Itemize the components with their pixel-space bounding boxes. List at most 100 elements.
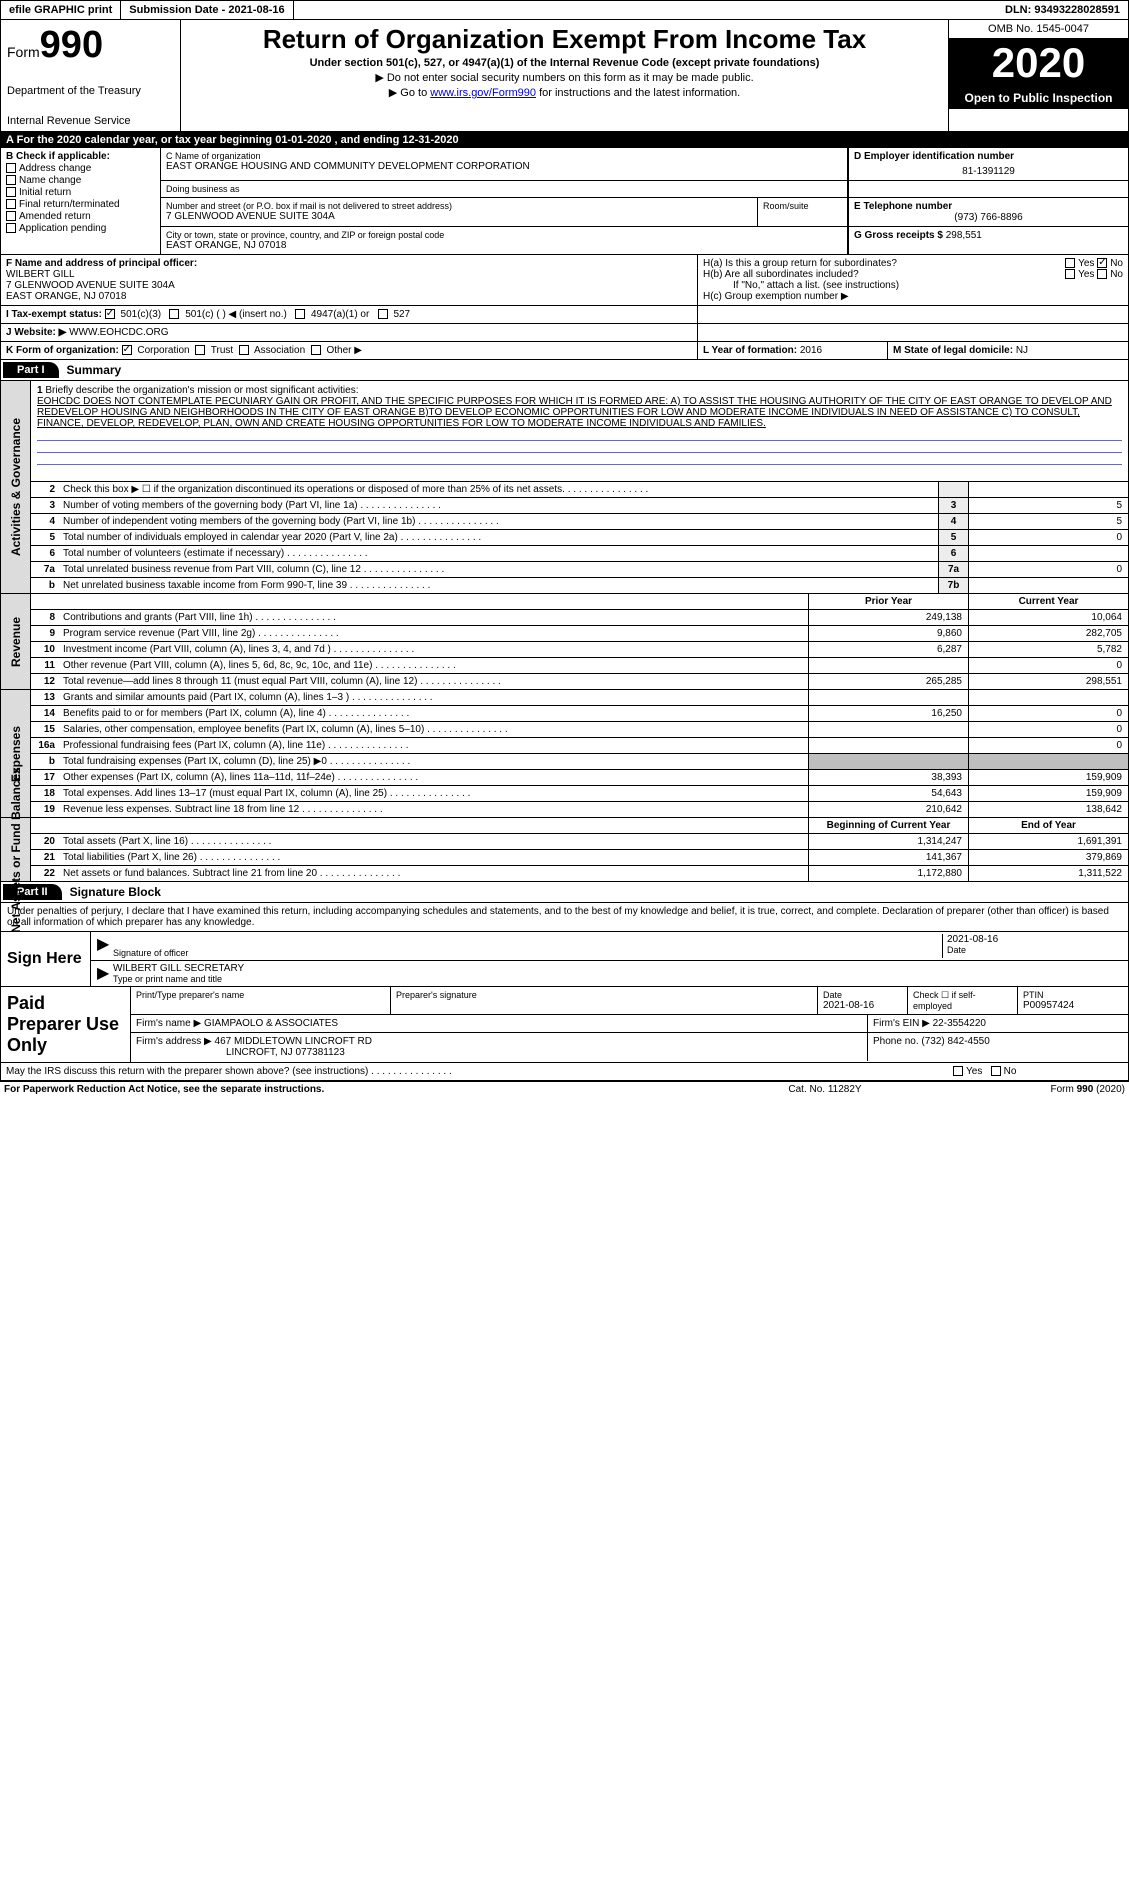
row-num: 22 — [31, 866, 59, 881]
fin-row: 14 Benefits paid to or for members (Part… — [31, 706, 1128, 722]
officer-label: F Name and address of principal officer: — [6, 258, 692, 269]
row-num: 6 — [31, 546, 59, 561]
chk-501c[interactable] — [169, 309, 179, 319]
row-label: Salaries, other compensation, employee b… — [59, 722, 808, 737]
prior-value: 1,314,247 — [808, 834, 968, 849]
prior-value: 265,285 — [808, 674, 968, 689]
org-name: EAST ORANGE HOUSING AND COMMUNITY DEVELO… — [166, 161, 842, 172]
irs-link[interactable]: www.irs.gov/Form990 — [430, 87, 536, 99]
row-label: Benefits paid to or for members (Part IX… — [59, 706, 808, 721]
submission-date-cell: Submission Date - 2021-08-16 — [121, 1, 293, 19]
sig-date-label: Date — [947, 945, 1122, 955]
city-label: City or town, state or province, country… — [166, 230, 842, 240]
year-formation-label: L Year of formation: — [703, 345, 797, 356]
officer-addr1: 7 GLENWOOD AVENUE SUITE 304A — [6, 280, 692, 291]
dln-value: 93493228028591 — [1034, 4, 1120, 16]
chk-association[interactable] — [239, 345, 249, 355]
mission-num: 1 — [37, 385, 43, 396]
domicile-value: NJ — [1016, 345, 1028, 356]
top-bar: efile GRAPHIC print Submission Date - 20… — [0, 0, 1129, 20]
row-num: 16a — [31, 738, 59, 753]
row-box: 3 — [938, 498, 968, 513]
row-label: Total liabilities (Part X, line 26) — [59, 850, 808, 865]
row-num: 11 — [31, 658, 59, 673]
chk-4947[interactable] — [295, 309, 305, 319]
fin-row: 19 Revenue less expenses. Subtract line … — [31, 802, 1128, 817]
chk-trust[interactable] — [195, 345, 205, 355]
prior-value: 38,393 — [808, 770, 968, 785]
current-value: 1,691,391 — [968, 834, 1128, 849]
efile-label: efile GRAPHIC print — [1, 1, 121, 19]
prior-value: 1,172,880 — [808, 866, 968, 881]
row-label: Total revenue—add lines 8 through 11 (mu… — [59, 674, 808, 689]
tax-period-text: For the 2020 calendar year, or tax year … — [17, 134, 459, 146]
chk-501c3[interactable] — [105, 309, 115, 319]
chk-sub-yes[interactable] — [1065, 269, 1075, 279]
fin-row: 15 Salaries, other compensation, employe… — [31, 722, 1128, 738]
row-num: 21 — [31, 850, 59, 865]
chk-group-yes[interactable] — [1065, 258, 1075, 268]
form-number: 990 — [40, 24, 103, 66]
current-value: 159,909 — [968, 786, 1128, 801]
prior-value: 54,643 — [808, 786, 968, 801]
row-num: b — [31, 578, 59, 593]
gov-row: 3 Number of voting members of the govern… — [31, 498, 1128, 514]
part2-title: Signature Block — [62, 885, 161, 899]
name-title-label: Type or print name and title — [113, 974, 1122, 984]
form-footer-ref: Form 990 (2020) — [925, 1084, 1125, 1095]
officer-group-row: F Name and address of principal officer:… — [0, 255, 1129, 306]
instr-link-row: ▶ Go to www.irs.gov/Form990 for instruct… — [189, 86, 940, 99]
website-value: WWW.EOHCDC.ORG — [69, 327, 168, 338]
chk-corporation[interactable] — [122, 345, 132, 355]
page-footer: For Paperwork Reduction Act Notice, see … — [0, 1081, 1129, 1097]
row-num: 2 — [31, 482, 59, 497]
chk-address-change[interactable] — [6, 163, 16, 173]
row-num: b — [31, 754, 59, 769]
row-num: 14 — [31, 706, 59, 721]
prior-value — [808, 754, 968, 769]
row-label: Professional fundraising fees (Part IX, … — [59, 738, 808, 753]
chk-final-return[interactable] — [6, 199, 16, 209]
submission-date-value: 2021-08-16 — [228, 4, 284, 16]
chk-sub-no[interactable] — [1097, 269, 1107, 279]
current-value: 0 — [968, 706, 1128, 721]
street-label: Number and street (or P.O. box if mail i… — [166, 201, 752, 211]
chk-app-pending[interactable] — [6, 223, 16, 233]
current-value: 5,782 — [968, 642, 1128, 657]
side-revenue: Revenue — [9, 616, 23, 666]
chk-discuss-yes[interactable] — [953, 1066, 963, 1076]
firm-addr-label: Firm's address ▶ — [136, 1036, 212, 1047]
street-value: 7 GLENWOOD AVENUE SUITE 304A — [166, 211, 752, 222]
prep-date-value: 2021-08-16 — [823, 1000, 902, 1011]
phone-value: (973) 766-8896 — [854, 212, 1123, 223]
chk-initial-return[interactable] — [6, 187, 16, 197]
chk-name-change[interactable] — [6, 175, 16, 185]
row-label: Program service revenue (Part VIII, line… — [59, 626, 808, 641]
form-word: Form — [7, 44, 40, 60]
current-value — [968, 690, 1128, 705]
prior-year-hdr: Prior Year — [808, 594, 968, 609]
prior-value: 249,138 — [808, 610, 968, 625]
chk-group-no[interactable] — [1097, 258, 1107, 268]
ein-value: 81-1391129 — [854, 166, 1123, 177]
row-label: Other expenses (Part IX, column (A), lin… — [59, 770, 808, 785]
chk-amended-return[interactable] — [6, 211, 16, 221]
current-value: 379,869 — [968, 850, 1128, 865]
chk-discuss-no[interactable] — [991, 1066, 1001, 1076]
fin-row: b Total fundraising expenses (Part IX, c… — [31, 754, 1128, 770]
chk-527[interactable] — [378, 309, 388, 319]
row-label: Total assets (Part X, line 16) — [59, 834, 808, 849]
prep-ptin-hdr: PTIN — [1023, 990, 1123, 1000]
fin-row: 22 Net assets or fund balances. Subtract… — [31, 866, 1128, 881]
chk-other[interactable] — [311, 345, 321, 355]
prior-value — [808, 722, 968, 737]
row-label: Number of voting members of the governin… — [59, 498, 938, 513]
gross-receipts-label: G Gross receipts $ — [854, 230, 943, 241]
paid-preparer-label: Paid Preparer Use Only — [1, 987, 131, 1062]
opt-final-return: Final return/terminated — [19, 199, 120, 210]
sec-h-b: H(b) Are all subordinates included? Yes … — [703, 269, 1123, 280]
prior-value: 141,367 — [808, 850, 968, 865]
current-value: 0 — [968, 738, 1128, 753]
prior-value: 6,287 — [808, 642, 968, 657]
prior-value — [808, 690, 968, 705]
